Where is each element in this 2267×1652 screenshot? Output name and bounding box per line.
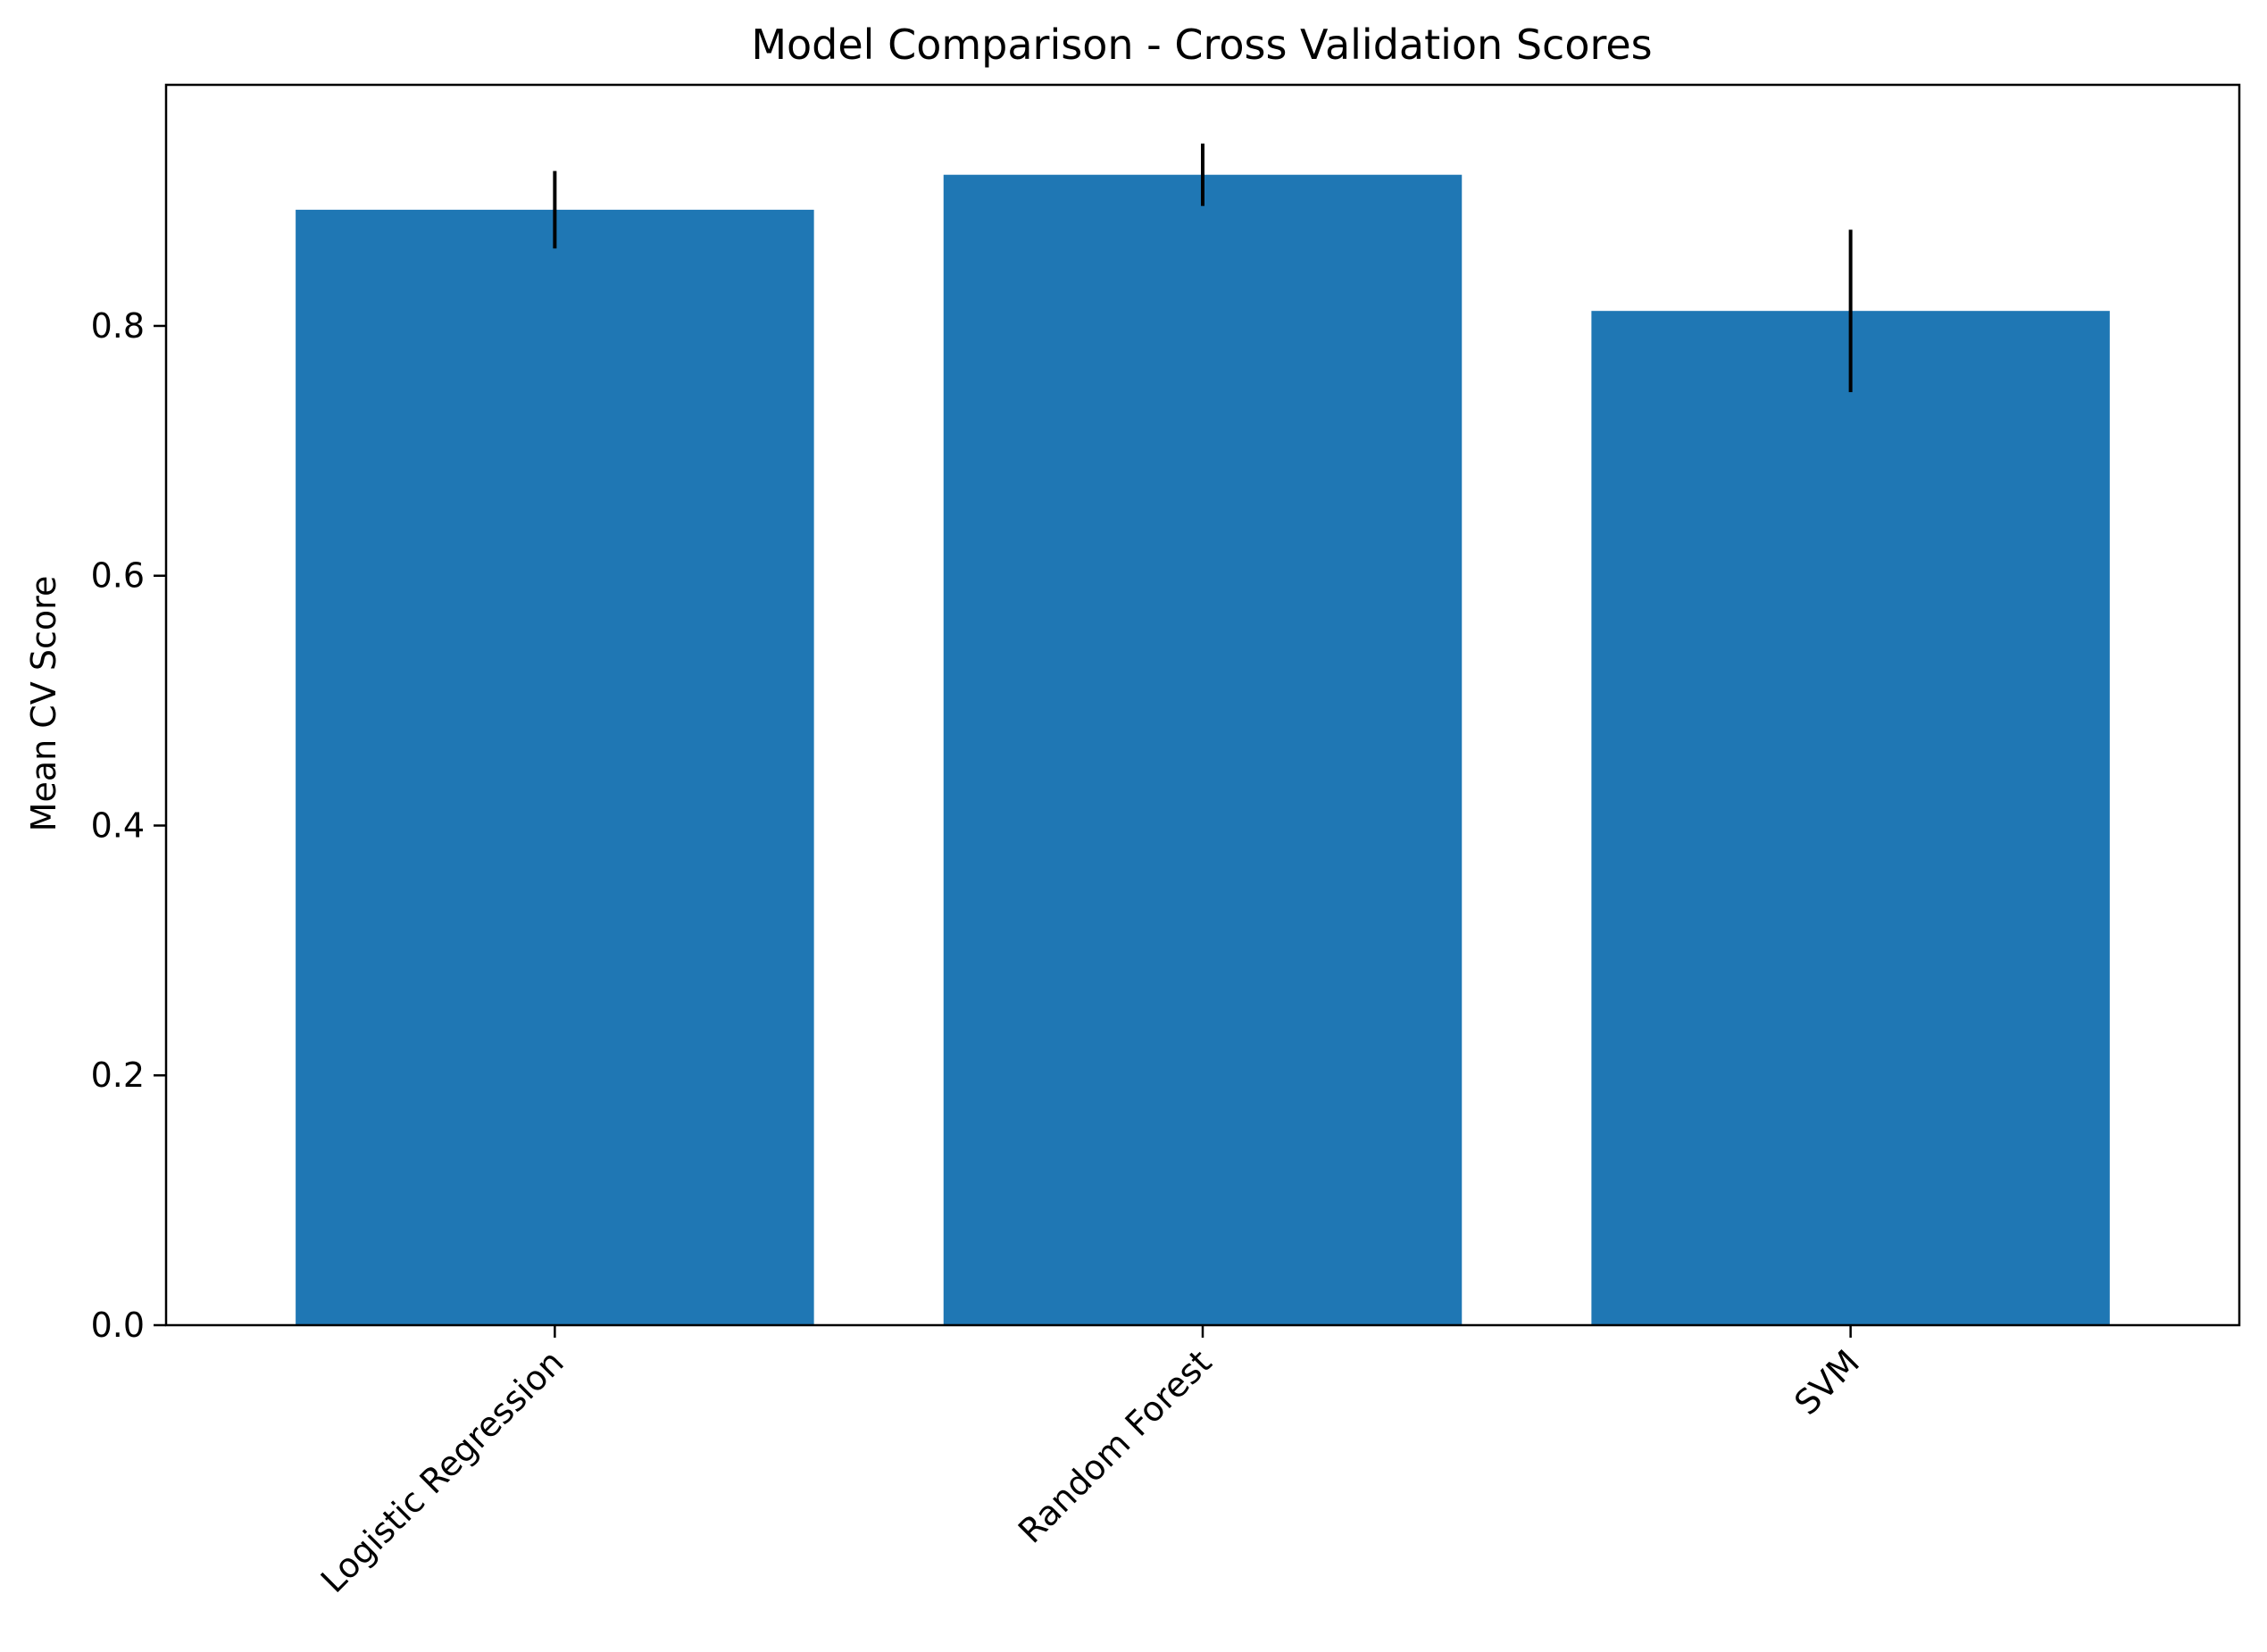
y-axis-ticks: 0.0 0.2 0.4 0.6 0.8 [91,306,166,1345]
bar-logistic-regression [296,209,814,1325]
y-tick-label: 0.0 [91,1306,145,1345]
plot-frame [164,83,2241,1327]
bars-layer [296,174,2110,1325]
y-tick-label: 0.6 [91,556,145,596]
y-axis-label: Mean CV Score [24,576,63,832]
chart-title: Model Comparison - Cross Validation Scor… [751,21,1652,69]
y-tick-label: 0.8 [91,306,145,346]
bar-random-forest [943,174,1463,1325]
bar-svm [1591,311,2110,1325]
error-bars-layer [553,143,1853,393]
y-tick-label: 0.4 [91,805,145,845]
y-tick-label: 0.2 [91,1055,145,1095]
